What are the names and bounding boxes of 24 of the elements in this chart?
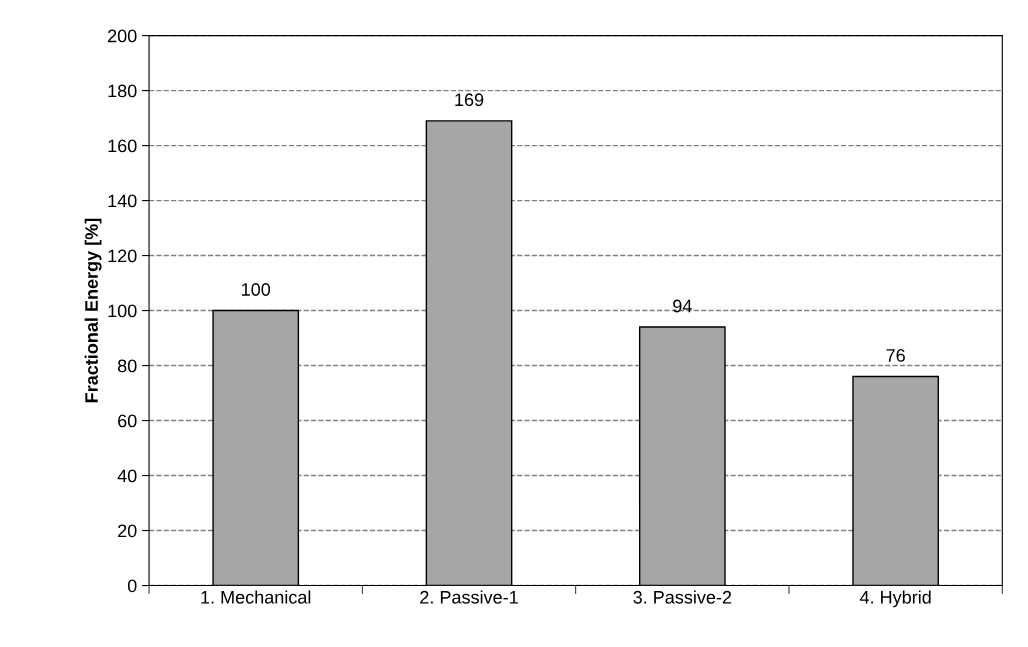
bar — [425, 120, 513, 586]
y-axis-title: Fractional Energy [%] — [84, 218, 102, 403]
y-tick-label: 200 — [108, 29, 137, 43]
y-tick-label: 0 — [127, 579, 137, 593]
y-tick-label: 80 — [117, 359, 137, 373]
y-tick-label: 140 — [108, 194, 137, 208]
y-tick-label: 120 — [108, 249, 137, 263]
y-tick-label: 20 — [118, 524, 137, 538]
x-tick-label: 3. Passive-2 — [633, 590, 732, 604]
x-tick-label: 1. Mechanical — [201, 590, 311, 604]
data-label: 169 — [455, 93, 484, 107]
y-tick-label: 40 — [117, 469, 137, 483]
y-tick-label: 60 — [118, 414, 137, 428]
y-tick-label: 100 — [108, 304, 137, 318]
x-tick-label: 2. Passive-1 — [420, 590, 518, 604]
y-tick-label: 160 — [108, 139, 137, 153]
data-label: 100 — [242, 283, 271, 296]
bar — [212, 309, 300, 586]
bar — [638, 326, 726, 586]
y-tick-label: 180 — [108, 84, 137, 98]
data-label: 76 — [886, 349, 905, 362]
data-label: 94 — [673, 299, 692, 313]
bar — [852, 375, 940, 586]
x-tick-label: 4. Hybrid — [859, 590, 931, 608]
